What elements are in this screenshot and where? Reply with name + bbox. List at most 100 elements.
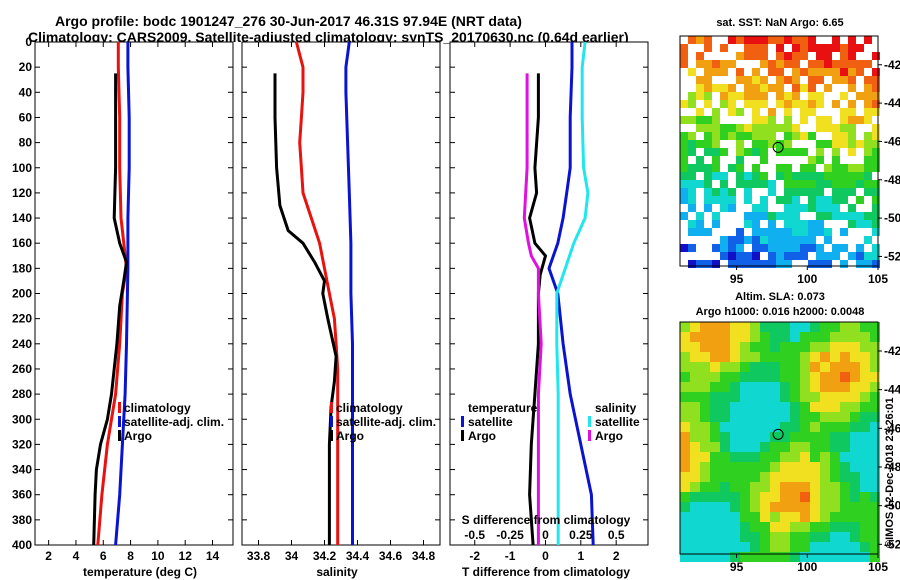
map-cell: [800, 164, 808, 172]
map-cell: [710, 352, 720, 362]
map-cell: [850, 362, 860, 372]
map-cell: [770, 422, 780, 432]
map-cell: [704, 92, 712, 100]
map-cell: [730, 492, 740, 502]
map-cell: [680, 196, 688, 204]
map-cell: [736, 92, 744, 100]
map-cell: [872, 220, 880, 228]
map-cell: [696, 220, 704, 228]
map-cell: [680, 502, 690, 512]
map-cell: [784, 260, 792, 268]
x-tick-label: 2: [613, 549, 620, 563]
x2-tick-label: 0.5: [608, 528, 625, 542]
map-cell: [860, 342, 870, 352]
map-cell: [688, 244, 696, 252]
map-cell: [680, 212, 688, 220]
map-cell: [710, 322, 720, 332]
map-cell: [760, 124, 768, 132]
map-cell: [784, 204, 792, 212]
map-cell: [710, 472, 720, 482]
map-cell: [840, 382, 850, 392]
map-cell: [700, 502, 710, 512]
map-cell: [792, 132, 800, 140]
map-cell: [680, 552, 690, 562]
map-cell: [690, 502, 700, 512]
map-cell: [856, 44, 864, 52]
map-cell: [736, 156, 744, 164]
map-cell: [872, 92, 880, 100]
map-cell: [700, 492, 710, 502]
map-cell: [728, 252, 736, 260]
map-cell: [800, 482, 810, 492]
map-cell: [696, 36, 704, 44]
map-cell: [768, 60, 776, 68]
map-cell: [720, 342, 730, 352]
map-cell: [840, 372, 850, 382]
map-cell: [704, 228, 712, 236]
map-cell: [740, 462, 750, 472]
map-cell: [800, 542, 810, 552]
map-cell: [750, 532, 760, 542]
map-cell: [816, 156, 824, 164]
map-cell: [768, 108, 776, 116]
map-cell: [830, 362, 840, 372]
map-cell: [744, 76, 752, 84]
map-cell: [704, 140, 712, 148]
map-cell: [860, 452, 870, 462]
map-cell: [696, 260, 704, 268]
map-cell: [864, 132, 872, 140]
map-cell: [680, 342, 690, 352]
map-cell: [830, 352, 840, 362]
map-cell: [864, 188, 872, 196]
map-cell: [824, 84, 832, 92]
map-cell: [770, 322, 780, 332]
map-cell: [760, 132, 768, 140]
map-cell: [770, 372, 780, 382]
map-cell: [760, 156, 768, 164]
map-cell: [704, 204, 712, 212]
map-cell: [690, 402, 700, 412]
x-tick-label: 1: [577, 549, 584, 563]
map-cell: [840, 462, 850, 472]
map-cell: [864, 252, 872, 260]
map-cell: [872, 244, 880, 252]
map-cell: [752, 100, 760, 108]
map-cell: [824, 228, 832, 236]
map-cell: [696, 52, 704, 60]
map-cell: [680, 492, 690, 502]
map-cell: [688, 228, 696, 236]
map-cell: [760, 382, 770, 392]
map-cell: [800, 432, 810, 442]
map-cell: [750, 512, 760, 522]
y-tick-label: 40: [19, 85, 33, 99]
map-cell: [820, 422, 830, 432]
map-cell: [784, 212, 792, 220]
map-cell: [824, 252, 832, 260]
map-cell: [720, 502, 730, 512]
map-cell: [808, 236, 816, 244]
map-cell: [830, 462, 840, 472]
map-cell: [792, 36, 800, 44]
map-cell: [840, 44, 848, 52]
y-tick-label: 200: [12, 287, 32, 301]
map-cell: [870, 352, 880, 362]
map-cell: [792, 244, 800, 252]
map-cell: [800, 148, 808, 156]
map-cell: [768, 132, 776, 140]
map-cell: [870, 552, 880, 562]
map-cell: [736, 236, 744, 244]
map-cell: [752, 236, 760, 244]
map-cell: [712, 212, 720, 220]
map-cell: [752, 108, 760, 116]
map-cell: [768, 84, 776, 92]
map-cell: [710, 502, 720, 512]
map-cell: [760, 532, 770, 542]
series-line-satellite-adj-clim-: [114, 42, 131, 546]
map-cell: [752, 164, 760, 172]
map-cell: [816, 172, 824, 180]
map-cell: [860, 502, 870, 512]
map-cell: [820, 502, 830, 512]
map-cell: [808, 244, 816, 252]
map-cell: [810, 492, 820, 502]
y-tick-label: 260: [12, 362, 32, 376]
